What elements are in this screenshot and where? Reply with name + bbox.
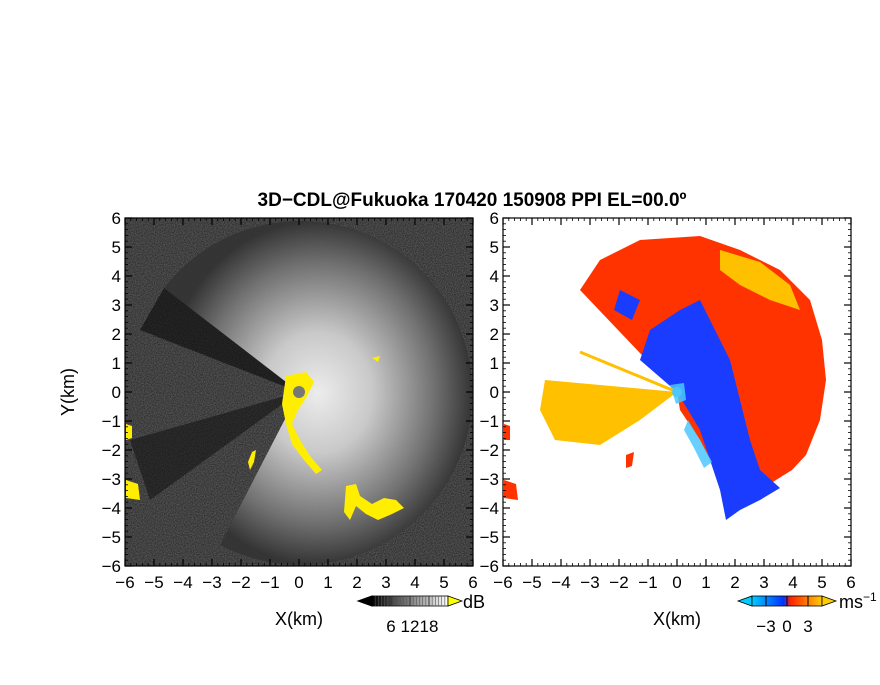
velocity-colorbar-tick-label: −3 bbox=[756, 617, 775, 636]
reflectivity-x-tick-label: 5 bbox=[439, 573, 448, 592]
velocity-x-tick-label: 1 bbox=[701, 573, 710, 592]
reflectivity-y-tick-label: 1 bbox=[112, 354, 121, 373]
velocity-y-tick-label: −4 bbox=[480, 499, 499, 518]
reflectivity-yellow-echo bbox=[126, 356, 404, 520]
velocity-y-tick-label: 4 bbox=[490, 267, 499, 286]
velocity-x-tick-label: −1 bbox=[638, 573, 657, 592]
velocity-y-tick-label: 5 bbox=[490, 238, 499, 257]
reflectivity-x-tick-label: −6 bbox=[115, 573, 134, 592]
velocity-y-tick-label: −6 bbox=[480, 557, 499, 576]
velocity-colorbar-tick-label: 0 bbox=[782, 617, 791, 636]
reflectivity-y-tick-label: −4 bbox=[102, 499, 121, 518]
reflectivity-colorbar-tick-label: 18 bbox=[420, 617, 439, 636]
velocity-colorbar: −3 0 3 ms−1 bbox=[736, 590, 877, 636]
reflectivity-colorbar-under-arrow bbox=[356, 595, 373, 607]
reflectivity-colorbar-over-arrow bbox=[447, 595, 464, 607]
velocity-colorbar-under-arrow bbox=[736, 595, 753, 607]
reflectivity-shadow-sector bbox=[140, 288, 299, 392]
velocity-near-zero-region bbox=[670, 383, 712, 468]
reflectivity-y-tick-label: 5 bbox=[112, 238, 121, 257]
reflectivity-y-tick-label: −5 bbox=[102, 528, 121, 547]
reflectivity-x-tick-label: −4 bbox=[173, 573, 192, 592]
reflectivity-x-tick-label: 4 bbox=[410, 573, 419, 592]
velocity-x-axis-label: X(km) bbox=[653, 609, 701, 629]
reflectivity-y-tick-label: 6 bbox=[112, 209, 121, 228]
velocity-y-tick-label: 0 bbox=[490, 383, 499, 402]
velocity-approaching-region bbox=[614, 290, 780, 520]
radar-site-marker bbox=[293, 386, 305, 398]
reflectivity-colorbar: 6 12 18 dB bbox=[356, 592, 485, 636]
velocity-site-marker bbox=[672, 387, 682, 397]
reflectivity-colorbar-tick-label: 12 bbox=[401, 617, 420, 636]
reflectivity-y-tick-label: 0 bbox=[112, 383, 121, 402]
velocity-x-tick-label: −2 bbox=[609, 573, 628, 592]
reflectivity-x-tick-label: −2 bbox=[231, 573, 250, 592]
reflectivity-shadow-sector-2 bbox=[130, 392, 299, 500]
velocity-y-tick-label: −5 bbox=[480, 528, 499, 547]
reflectivity-x-tick-label: 6 bbox=[468, 573, 477, 592]
velocity-panel: −6 −5 −4 −3 −2 −1 0 1 2 3 4 5 6 −6 −5 −4 −3 −2 −1 0 1 2 3 4 5 6 X… bbox=[480, 209, 877, 636]
velocity-x-tick-label: −4 bbox=[551, 573, 570, 592]
reflectivity-x-tick-label: −3 bbox=[202, 573, 221, 592]
velocity-thin-beam bbox=[579, 350, 678, 394]
reflectivity-y-tick-label: 2 bbox=[112, 325, 121, 344]
velocity-edge-echo bbox=[504, 424, 634, 500]
reflectivity-x-axis-label: X(km) bbox=[275, 609, 323, 629]
velocity-y-tick-label: 1 bbox=[490, 354, 499, 373]
velocity-x-tick-label: 3 bbox=[759, 573, 768, 592]
reflectivity-x-tick-label: 3 bbox=[381, 573, 390, 592]
velocity-colorbar-unit-base: ms bbox=[839, 592, 863, 612]
reflectivity-x-tick-label: 1 bbox=[323, 573, 332, 592]
velocity-colorbar-unit: ms−1 bbox=[839, 590, 877, 612]
velocity-y-tick-label: −1 bbox=[480, 412, 499, 431]
velocity-x-tick-label: 4 bbox=[788, 573, 797, 592]
velocity-x-tick-label: 5 bbox=[817, 573, 826, 592]
velocity-colorbar-unit-exponent: −1 bbox=[863, 590, 877, 604]
velocity-y-tick-label: 2 bbox=[490, 325, 499, 344]
velocity-axis-ticks: −6 −5 −4 −3 −2 −1 0 1 2 3 4 5 6 −6 −5 −4 −3 −2 −1 0 1 2 3 4 5 6 bbox=[480, 209, 856, 592]
reflectivity-echo-sector bbox=[164, 220, 473, 565]
velocity-x-tick-label: 6 bbox=[846, 573, 855, 592]
velocity-x-tick-label: 2 bbox=[730, 573, 739, 592]
velocity-colorbar-tick-label: 3 bbox=[803, 617, 812, 636]
velocity-colorbar-ticks: −3 0 3 bbox=[756, 596, 813, 636]
reflectivity-colorbar-tick-label: 6 bbox=[386, 617, 395, 636]
reflectivity-y-tick-label: 3 bbox=[112, 296, 121, 315]
reflectivity-y-tick-label: −2 bbox=[102, 441, 121, 460]
velocity-x-tick-label: −3 bbox=[580, 573, 599, 592]
velocity-x-tick-label: −6 bbox=[493, 573, 512, 592]
reflectivity-x-tick-label: 2 bbox=[352, 573, 361, 592]
reflectivity-y-axis-label: Y(km) bbox=[58, 368, 78, 416]
reflectivity-y-tick-label: 4 bbox=[112, 267, 121, 286]
reflectivity-x-tick-label: −1 bbox=[260, 573, 279, 592]
reflectivity-y-tick-label: −3 bbox=[102, 470, 121, 489]
velocity-y-tick-label: −2 bbox=[480, 441, 499, 460]
chart-title: 3D−CDL@Fukuoka 170420 150908 PPI EL=00.0… bbox=[258, 190, 687, 211]
velocity-x-tick-label: −5 bbox=[522, 573, 541, 592]
velocity-colorbar-over-arrow bbox=[821, 595, 838, 607]
reflectivity-colorbar-unit: dB bbox=[463, 592, 485, 612]
reflectivity-y-tick-label: −1 bbox=[102, 412, 121, 431]
velocity-y-tick-label: 6 bbox=[490, 209, 499, 228]
reflectivity-x-tick-label: −5 bbox=[144, 573, 163, 592]
velocity-y-tick-label: 3 bbox=[490, 296, 499, 315]
velocity-x-tick-label: 0 bbox=[672, 573, 681, 592]
reflectivity-y-tick-label: −6 bbox=[102, 557, 121, 576]
velocity-y-tick-label: −3 bbox=[480, 470, 499, 489]
reflectivity-x-tick-label: 0 bbox=[294, 573, 303, 592]
velocity-strong-receding-region bbox=[540, 250, 800, 445]
reflectivity-colorbar-ticks: 6 12 18 bbox=[374, 596, 446, 636]
reflectivity-axis-ticks: −6 −5 −4 −3 −2 −1 0 1 2 3 4 5 6 −6 −5 −4 −3 −2 −1 0 1 2 3 4 5 6 bbox=[102, 209, 478, 592]
